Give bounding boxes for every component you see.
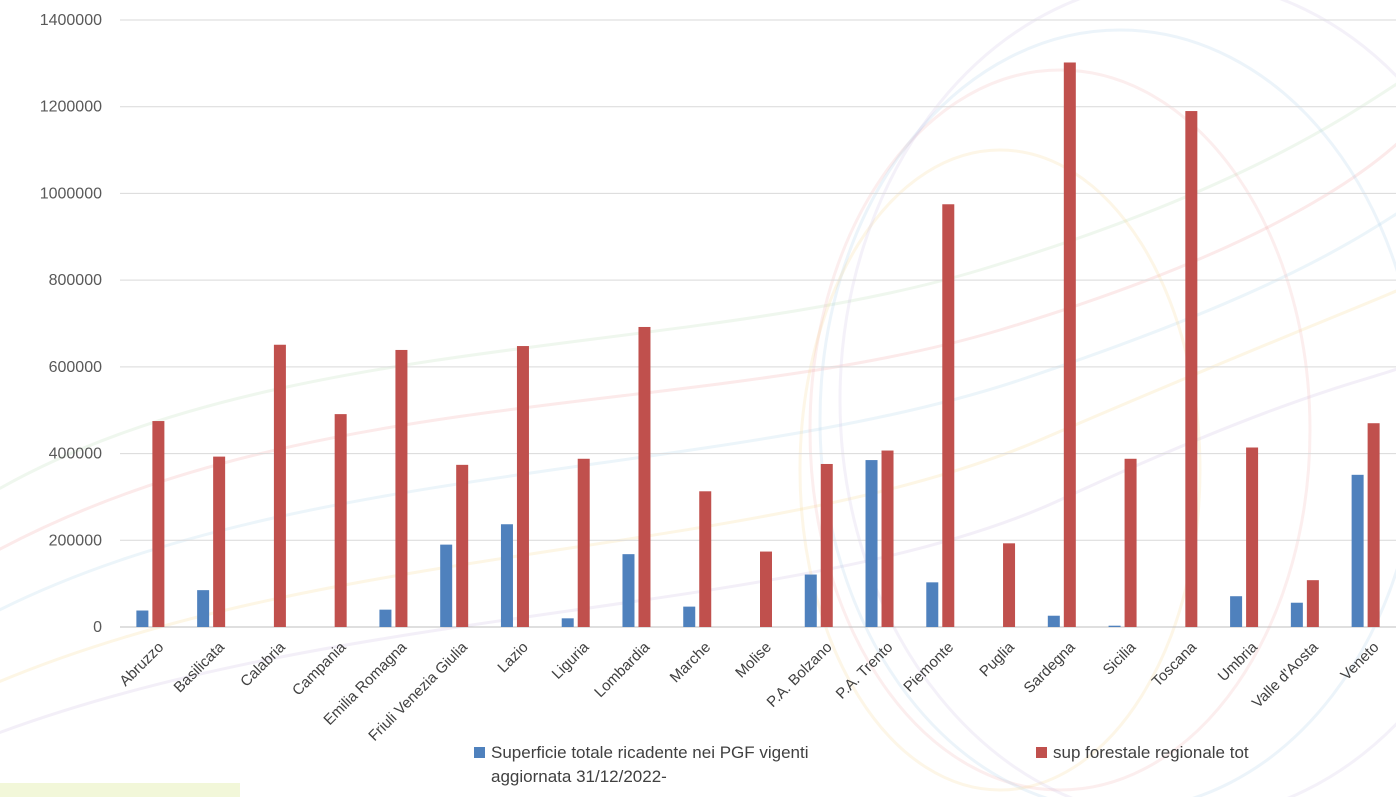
x-axis-category-labels: Abruzzo Basilicata Calabria CampaniaEmilia … — [116, 638, 1382, 744]
bar-superficie-pgf — [197, 590, 210, 627]
bar-sup-forestale — [1185, 111, 1198, 628]
bar-superficie-pgf — [440, 544, 453, 627]
x-category-label: Toscana — [1149, 638, 1201, 690]
x-category-label: Lombardia — [591, 638, 654, 701]
bar-superficie-pgf — [926, 582, 939, 627]
legend-label-sup-forestale: sup forestale regionale tot — [1053, 743, 1249, 762]
bar-superficie-pgf — [1290, 602, 1303, 627]
y-tick-label: 1000000 — [40, 185, 102, 202]
x-category-label: P.A. Bolzano — [764, 639, 836, 711]
y-tick-label: 400000 — [49, 446, 102, 463]
bar-sup-forestale — [1003, 543, 1016, 627]
x-category-label: Molise — [732, 639, 775, 682]
bar-series — [136, 62, 1380, 628]
legend-swatch-superficie-pgf — [474, 747, 485, 758]
bar-sup-forestale — [1246, 447, 1259, 627]
x-category-label: Sicilia — [1100, 638, 1140, 678]
bar-superficie-pgf — [561, 618, 574, 627]
x-category-label: Campania — [289, 638, 350, 699]
x-category-label: Abruzzo — [116, 639, 167, 690]
legend: Superficie totale ricadente nei PGF vige… — [474, 743, 1249, 786]
x-category-label: Piemonte — [900, 639, 957, 696]
bar-superficie-pgf — [804, 574, 817, 627]
gridlines — [120, 19, 1396, 628]
bar-superficie-pgf — [1351, 474, 1364, 627]
legend-label-superficie-pgf: aggiornata 31/12/2022- — [491, 767, 667, 786]
x-category-label: Marche — [667, 639, 714, 686]
bar-superficie-pgf — [1108, 625, 1121, 627]
x-category-label: Basilicata — [171, 638, 229, 696]
bar-sup-forestale — [395, 349, 408, 627]
bar-sup-forestale — [456, 464, 469, 627]
bar-sup-forestale — [213, 456, 226, 627]
x-category-label: Lazio — [494, 639, 531, 676]
bar-sup-forestale — [699, 491, 712, 627]
x-category-label: Veneto — [1337, 639, 1382, 684]
bar-sup-forestale — [1063, 62, 1076, 628]
bar-superficie-pgf — [865, 460, 878, 627]
bar-sup-forestale — [516, 346, 529, 627]
bar-superficie-pgf — [379, 609, 392, 627]
bar-superficie-pgf — [1230, 596, 1243, 627]
bar-sup-forestale — [760, 551, 772, 627]
x-category-label: Umbria — [1215, 638, 1262, 685]
bar-sup-forestale — [1306, 580, 1319, 627]
bar-sup-forestale — [1124, 458, 1137, 627]
y-tick-label: 1200000 — [40, 99, 102, 116]
x-category-label: Sardegna — [1021, 638, 1079, 696]
bar-sup-forestale — [152, 421, 165, 627]
bar-sup-forestale — [577, 458, 590, 627]
y-tick-label: 1400000 — [40, 12, 102, 29]
y-tick-label: 600000 — [49, 359, 102, 376]
x-category-label: Liguria — [549, 638, 593, 682]
x-category-label: P.A. Trento — [833, 639, 897, 703]
y-tick-label: 200000 — [49, 532, 102, 549]
legend-swatch-sup-forestale — [1036, 747, 1047, 758]
y-tick-label: 0 — [93, 619, 102, 636]
legend-label-superficie-pgf: Superficie totale ricadente nei PGF vige… — [491, 743, 809, 762]
bar-sup-forestale — [820, 463, 833, 627]
y-tick-label: 800000 — [49, 272, 102, 289]
x-category-label: Friuli Venezia Giulia — [365, 638, 471, 744]
corner-box-decoration — [0, 783, 240, 797]
bar-sup-forestale — [334, 414, 347, 627]
bar-sup-forestale — [881, 450, 894, 627]
bar-superficie-pgf — [622, 554, 635, 627]
bar-sup-forestale — [638, 326, 651, 627]
bar-superficie-pgf — [683, 606, 696, 627]
y-axis-tick-labels: 0 200000 400000 600000 800000 1000000 1200000 1… — [40, 12, 102, 636]
bar-superficie-pgf — [500, 524, 513, 627]
bar-sup-forestale — [273, 344, 286, 627]
bar-sup-forestale — [942, 204, 955, 627]
bar-superficie-pgf — [136, 610, 149, 627]
x-category-label: Puglia — [976, 638, 1018, 680]
bar-superficie-pgf — [1047, 615, 1060, 627]
bar-sup-forestale — [1367, 423, 1380, 627]
